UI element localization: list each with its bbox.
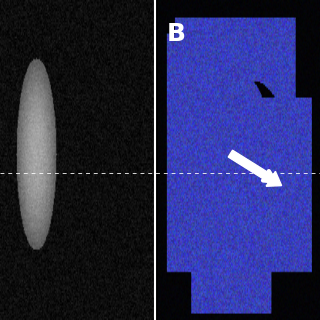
FancyArrow shape (228, 150, 282, 186)
Text: B: B (166, 22, 185, 46)
Bar (0, 0, 154, 320)
